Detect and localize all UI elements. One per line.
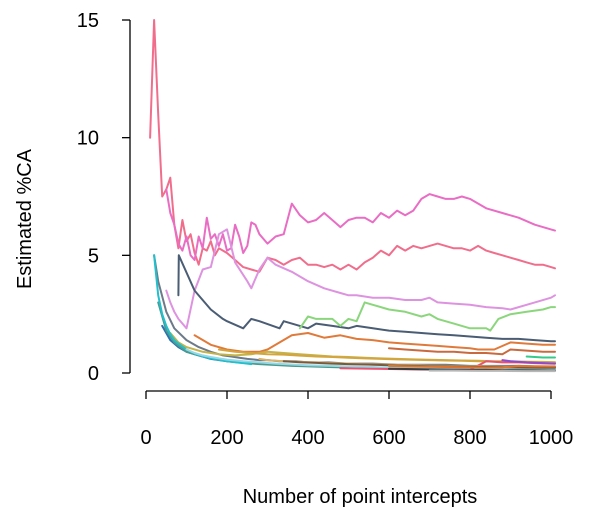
x-tick-label: 200 — [210, 427, 243, 449]
series-line-20 — [388, 364, 556, 369]
series-line-17 — [525, 355, 556, 359]
y-axis-title: Estimated %CA — [14, 148, 36, 289]
series-line-1 — [149, 19, 556, 273]
x-tick-label: 600 — [372, 427, 405, 449]
series-line-2 — [165, 188, 556, 261]
series-line-16 — [501, 359, 556, 365]
series-line-5 — [177, 254, 556, 343]
y-tick-label: 0 — [88, 363, 99, 385]
y-axis-ticks: 0 5 10 15 — [77, 10, 130, 385]
series-line-3 — [165, 228, 556, 330]
x-axis-title: Number of point intercepts — [243, 486, 478, 508]
plot-lines — [149, 19, 556, 373]
series-line-7 — [193, 332, 556, 353]
series-line-8 — [388, 347, 556, 356]
series-line-14 — [185, 348, 556, 371]
series-line-6 — [298, 301, 556, 332]
x-axis-ticks: 0 200 400 600 800 1000 — [140, 391, 573, 449]
x-tick-label: 800 — [453, 427, 486, 449]
x-tick-label: 1000 — [529, 427, 574, 449]
x-tick-label: 400 — [291, 427, 324, 449]
x-tick-label: 0 — [140, 427, 151, 449]
series-line-22 — [428, 369, 556, 373]
y-tick-label: 15 — [77, 10, 99, 32]
y-tick-label: 5 — [88, 245, 99, 267]
y-tick-label: 10 — [77, 128, 99, 150]
